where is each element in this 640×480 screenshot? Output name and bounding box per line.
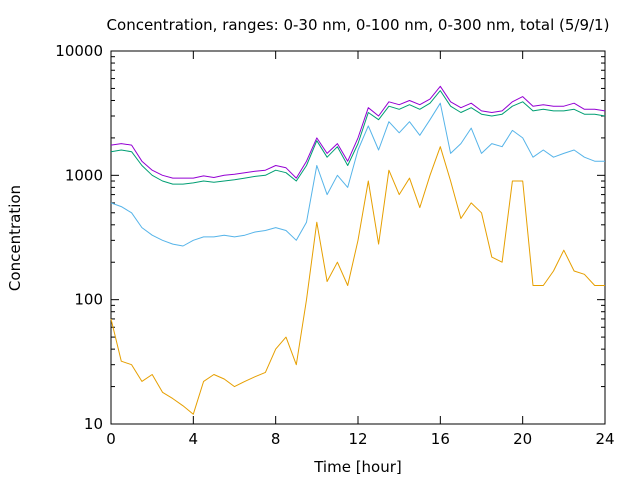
x-tick-label: 8: [271, 430, 281, 448]
x-tick-label: 12: [348, 430, 367, 448]
series-line-3: [110, 90, 606, 185]
x-tick-label: 16: [431, 430, 450, 448]
x-tick-label: 0: [106, 430, 116, 448]
y-axis-label: Concentration: [6, 185, 24, 291]
series-line-2: [110, 102, 605, 247]
y-tick-label: 10: [84, 415, 103, 433]
y-tick-label: 1000: [65, 166, 103, 184]
chart-title: Concentration, ranges: 0-30 nm, 0-100 nm…: [107, 16, 610, 34]
series-line-4: [110, 85, 606, 179]
series-line-1: [110, 146, 605, 415]
y-tick-label: 10000: [55, 42, 103, 60]
x-axis-label: Time [hour]: [313, 458, 402, 476]
axis-ticks: 0 4 8 12 16 20 24 10 100 1000 10000: [55, 42, 614, 448]
x-tick-label: 20: [513, 430, 532, 448]
x-tick-label: 4: [189, 430, 199, 448]
y-tick-label: 100: [74, 291, 103, 309]
series-lines: [110, 85, 606, 415]
x-tick-label: 24: [595, 430, 614, 448]
